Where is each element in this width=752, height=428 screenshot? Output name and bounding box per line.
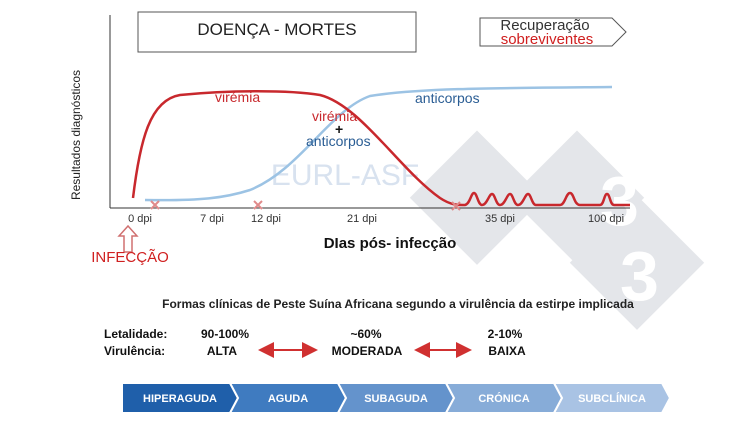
virulence: BAIXA bbox=[488, 344, 526, 358]
logo-digit: 3 bbox=[500, 222, 539, 300]
logo-digit: 3 bbox=[620, 237, 659, 315]
stage-label: SUBCLÍNICA bbox=[578, 392, 646, 405]
watermark: EURL-ASF bbox=[271, 159, 419, 192]
curve-label: virémia bbox=[312, 108, 357, 124]
stage-label: SUBAGUDA bbox=[364, 393, 428, 405]
recovery-arrow bbox=[479, 17, 627, 47]
curve-label: anticorpos bbox=[415, 90, 480, 106]
row-label: Letalidade: bbox=[104, 327, 167, 341]
x-tick-label: 35 dpi bbox=[485, 213, 515, 225]
row-label: Virulência: bbox=[104, 344, 165, 358]
virulence: MODERADA bbox=[332, 344, 403, 358]
virulence: ALTA bbox=[207, 344, 238, 358]
recovery-label: sobreviventes bbox=[501, 31, 594, 48]
recovery-label: Recuperação bbox=[500, 17, 589, 34]
curve-label: anticorpos bbox=[306, 133, 371, 149]
x-tick-label: 0 dpi bbox=[128, 213, 152, 225]
lethality: 90-100% bbox=[201, 327, 249, 341]
y-axis-label: Resultados diagnósticos bbox=[69, 70, 83, 200]
stage-label: CRÓNICA bbox=[478, 392, 529, 405]
viremia-curve bbox=[131, 90, 630, 207]
x-tick-label: 21 dpi bbox=[347, 213, 377, 225]
infection-label: INFECÇÃO bbox=[91, 249, 169, 266]
lethality: 2-10% bbox=[488, 327, 523, 341]
x-tick-label: 100 dpi bbox=[588, 213, 624, 225]
x-tick-label: 7 dpi bbox=[200, 213, 224, 225]
curve-label: virémia bbox=[215, 89, 260, 105]
x-tick-label: 12 dpi bbox=[251, 213, 281, 225]
x-axis-label: DIas pós- infecção bbox=[324, 235, 457, 252]
header-box bbox=[137, 11, 417, 53]
infection-arrow bbox=[117, 224, 139, 253]
markers bbox=[150, 200, 461, 211]
stage-chevron bbox=[552, 382, 672, 414]
stage-label: HIPERAGUDA bbox=[143, 393, 217, 405]
lethality: ~60% bbox=[350, 327, 381, 341]
stage-label: AGUDA bbox=[268, 393, 308, 405]
forms-title: Formas clínicas de Peste Suína Africana … bbox=[162, 297, 634, 311]
curve-label: + bbox=[335, 121, 343, 137]
header-title: DOENÇA - MORTES bbox=[197, 20, 356, 39]
stage-bar: HIPERAGUDA AGUDA SUBAGUDA CRÓNICA SUBCLÍNICA bbox=[121, 382, 672, 414]
antibody-curve bbox=[144, 85, 613, 202]
logo-digit: 3 bbox=[600, 162, 639, 240]
